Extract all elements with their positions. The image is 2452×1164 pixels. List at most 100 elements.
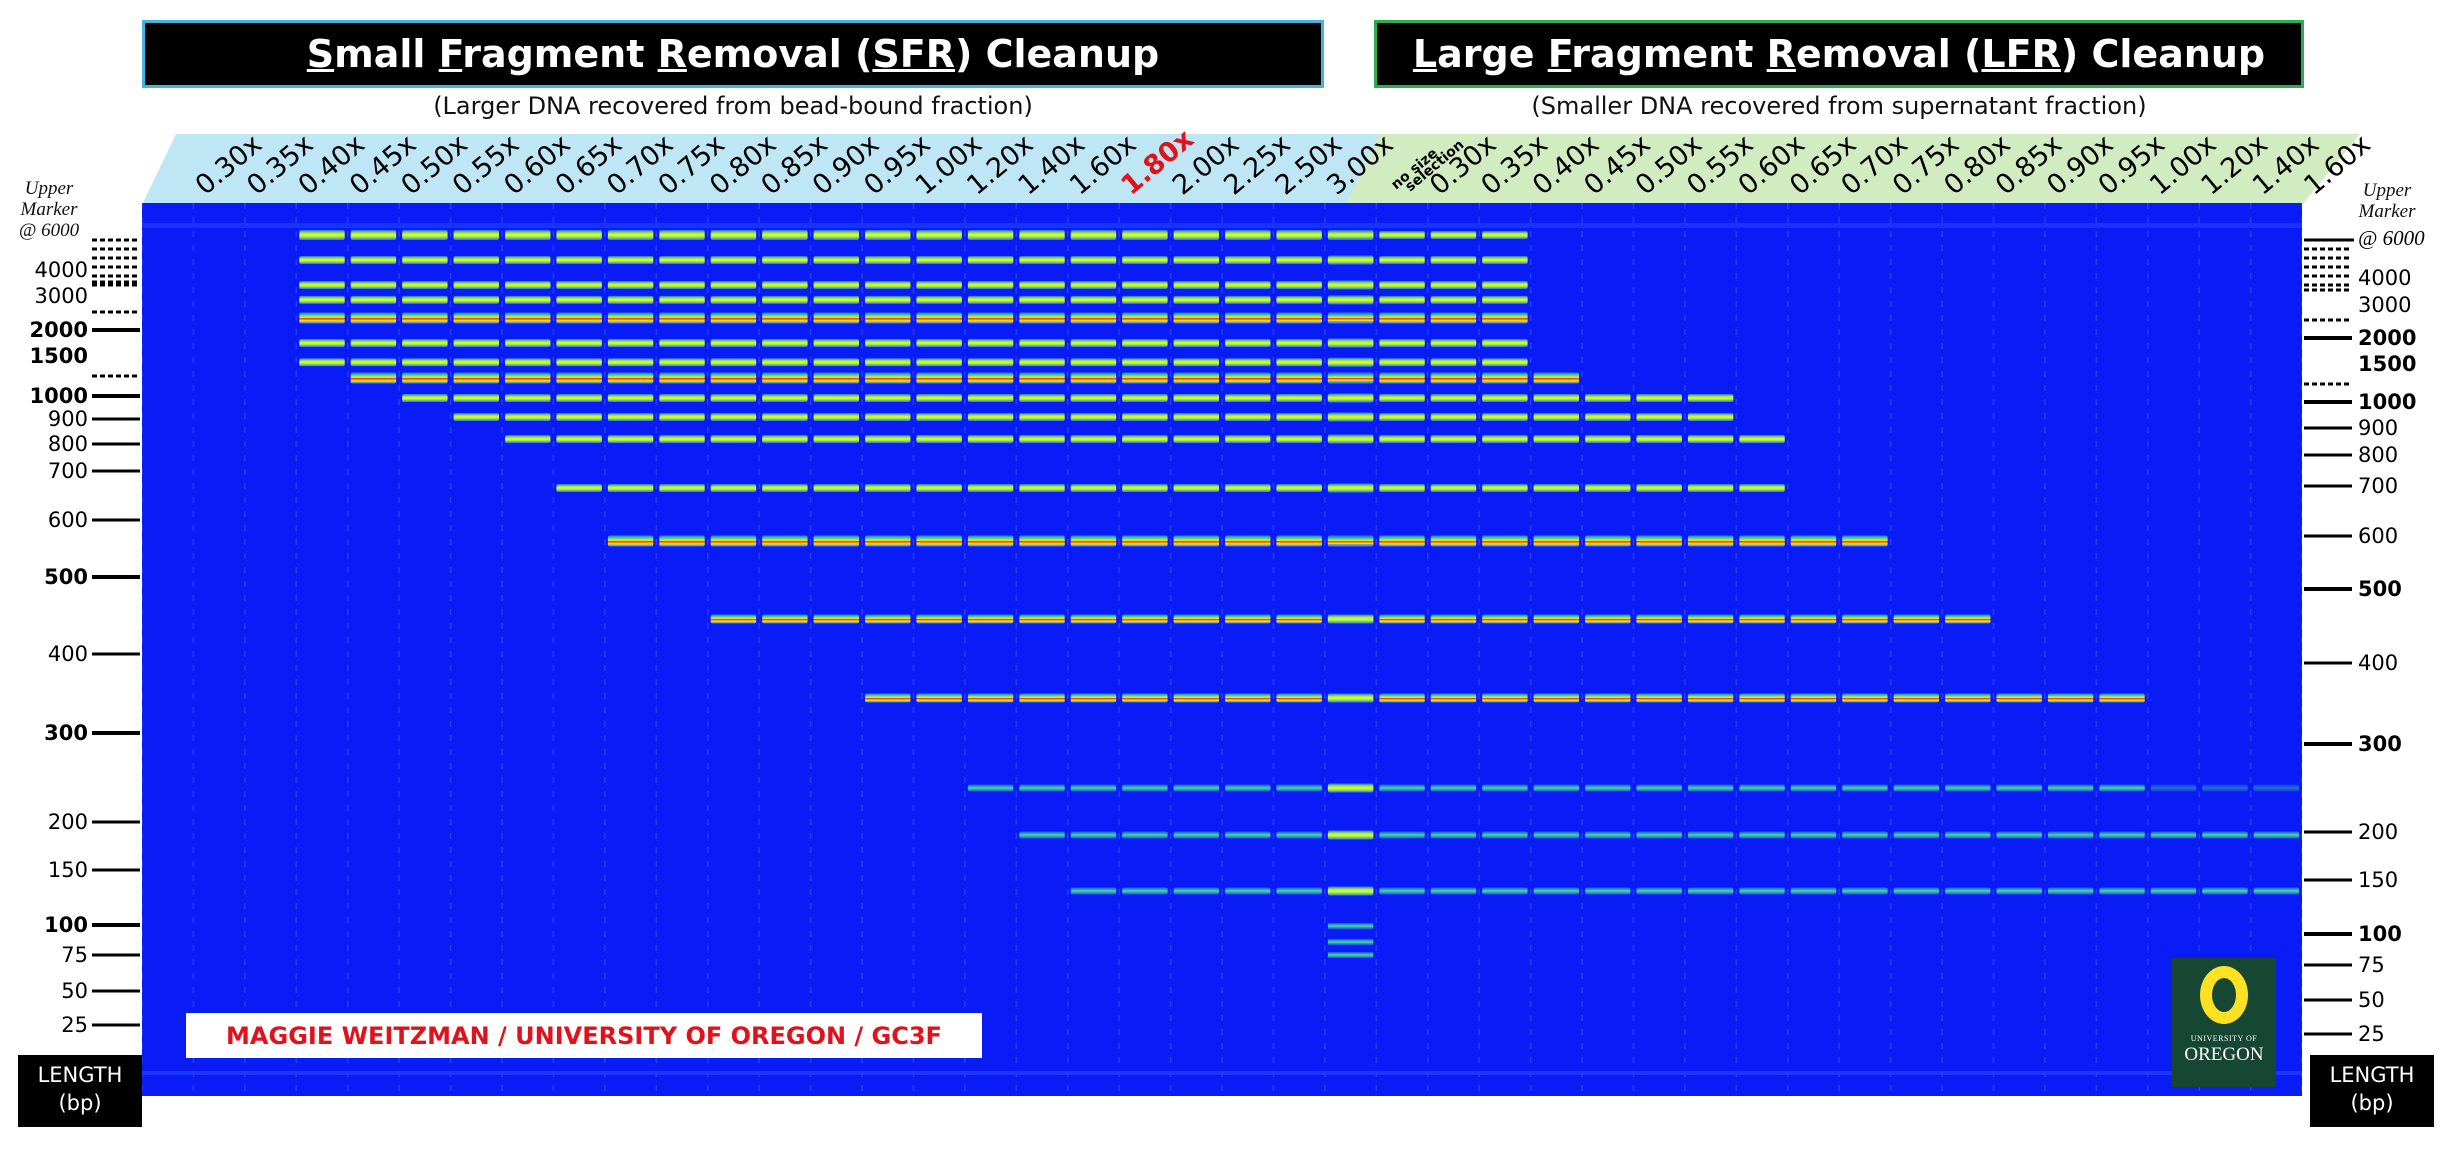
gel-band xyxy=(1276,295,1322,304)
gel-band xyxy=(1327,923,1374,929)
gel-band xyxy=(1996,831,2042,839)
gel-band xyxy=(1790,535,1837,547)
gel-band xyxy=(2047,693,2094,703)
gel-band xyxy=(350,312,397,324)
gel-band xyxy=(967,256,1014,264)
gel-band xyxy=(1379,887,1425,895)
gel-band xyxy=(916,256,962,264)
gel-band xyxy=(865,614,911,624)
gel-band xyxy=(1070,413,1117,421)
gel-band xyxy=(865,484,911,492)
gel-band xyxy=(2253,784,2300,792)
gel-band xyxy=(813,295,860,304)
gel-band xyxy=(1533,394,1580,402)
gel-band xyxy=(967,358,1014,367)
gel-band xyxy=(1379,312,1425,324)
gel-band xyxy=(1327,280,1374,290)
length-unit: (bp) xyxy=(2350,1091,2394,1115)
ladder-label-right: 75 xyxy=(2358,953,2385,977)
gel-band xyxy=(865,339,911,347)
gel-band xyxy=(1842,614,1888,624)
gel-band xyxy=(1122,693,1168,703)
sfr-subtitle: (Larger DNA recovered from bead-bound fr… xyxy=(433,92,1033,120)
gel-band xyxy=(1585,693,1631,703)
gel-band xyxy=(1687,413,1734,421)
gel-band xyxy=(1430,435,1477,443)
gel-band xyxy=(1842,784,1888,792)
gel-band xyxy=(1122,614,1168,624)
gel-band xyxy=(1173,295,1220,304)
gel-band xyxy=(1687,831,1734,839)
oregon-o-icon xyxy=(2200,966,2248,1024)
gel-band xyxy=(1070,256,1117,264)
gel-band xyxy=(1379,394,1425,402)
gel-band xyxy=(2202,784,2248,792)
gel-band xyxy=(1482,281,1528,289)
gel-band xyxy=(967,295,1014,304)
gel-band xyxy=(1430,394,1477,402)
gel-band xyxy=(505,339,551,347)
ladder-label-left: 50 xyxy=(61,979,88,1003)
gel-band xyxy=(1687,535,1734,547)
gel-band xyxy=(659,394,705,402)
gel-band xyxy=(1070,312,1117,324)
gel-band xyxy=(1225,784,1271,792)
gel-band xyxy=(967,693,1014,703)
gel-band xyxy=(1379,484,1425,492)
gel-band xyxy=(1842,887,1888,895)
gel-band xyxy=(762,281,808,289)
gel-band xyxy=(1379,256,1425,264)
gel-band xyxy=(453,372,500,384)
gel-band xyxy=(1687,394,1734,402)
gel-band xyxy=(1379,295,1425,304)
title-fragment: F xyxy=(438,32,463,76)
gel-band xyxy=(1842,693,1888,703)
gel-band xyxy=(556,281,602,289)
gel-band xyxy=(1276,484,1322,492)
gel-band xyxy=(1945,784,1991,792)
gel-band xyxy=(1225,256,1271,264)
gel-band xyxy=(1585,614,1631,624)
gel-band xyxy=(1636,784,1682,792)
gel-band xyxy=(1482,394,1528,402)
ladder-label-left: 3000 xyxy=(35,284,88,308)
gel-band xyxy=(1430,312,1477,324)
gel-bands xyxy=(142,203,2302,1096)
gel-band xyxy=(1225,614,1271,624)
gel-band xyxy=(505,372,551,384)
gel-band xyxy=(1739,831,1785,839)
gel-band xyxy=(916,535,962,547)
gel-band xyxy=(1173,435,1220,443)
gel-band xyxy=(967,372,1014,384)
gel-band xyxy=(2099,693,2145,703)
gel-band xyxy=(1276,312,1322,324)
gel-band xyxy=(1070,372,1117,384)
gel-band xyxy=(350,230,397,240)
gel-band xyxy=(402,281,448,289)
gel-band xyxy=(710,312,757,324)
gel-band xyxy=(1430,256,1477,264)
gel-band xyxy=(1276,339,1322,347)
gel-band xyxy=(1225,535,1271,547)
gel-band xyxy=(1276,693,1322,703)
gel-band xyxy=(865,312,911,324)
ladder-title-line-2: Marker xyxy=(2358,201,2416,222)
gel-band xyxy=(1122,435,1168,443)
gel-band xyxy=(1533,784,1580,792)
gel-band xyxy=(1225,281,1271,289)
gel-band xyxy=(1430,358,1477,367)
ladder-label-left: 75 xyxy=(61,943,88,967)
gel-band xyxy=(1276,614,1322,624)
gel-band xyxy=(607,281,654,289)
ladder-label-left: 25 xyxy=(61,1013,88,1037)
ladder-label-left: 200 xyxy=(48,810,88,834)
gel-band xyxy=(453,256,500,264)
lfr-title: Large Fragment Removal (LFR) Cleanup xyxy=(1413,32,2265,76)
gel-band xyxy=(1533,413,1580,421)
ladder-label-right: 400 xyxy=(2358,651,2398,675)
gel-band xyxy=(1173,887,1220,895)
gel-band xyxy=(453,281,500,289)
gel-band xyxy=(659,435,705,443)
gel-band xyxy=(505,435,551,443)
gel-band xyxy=(402,230,448,240)
